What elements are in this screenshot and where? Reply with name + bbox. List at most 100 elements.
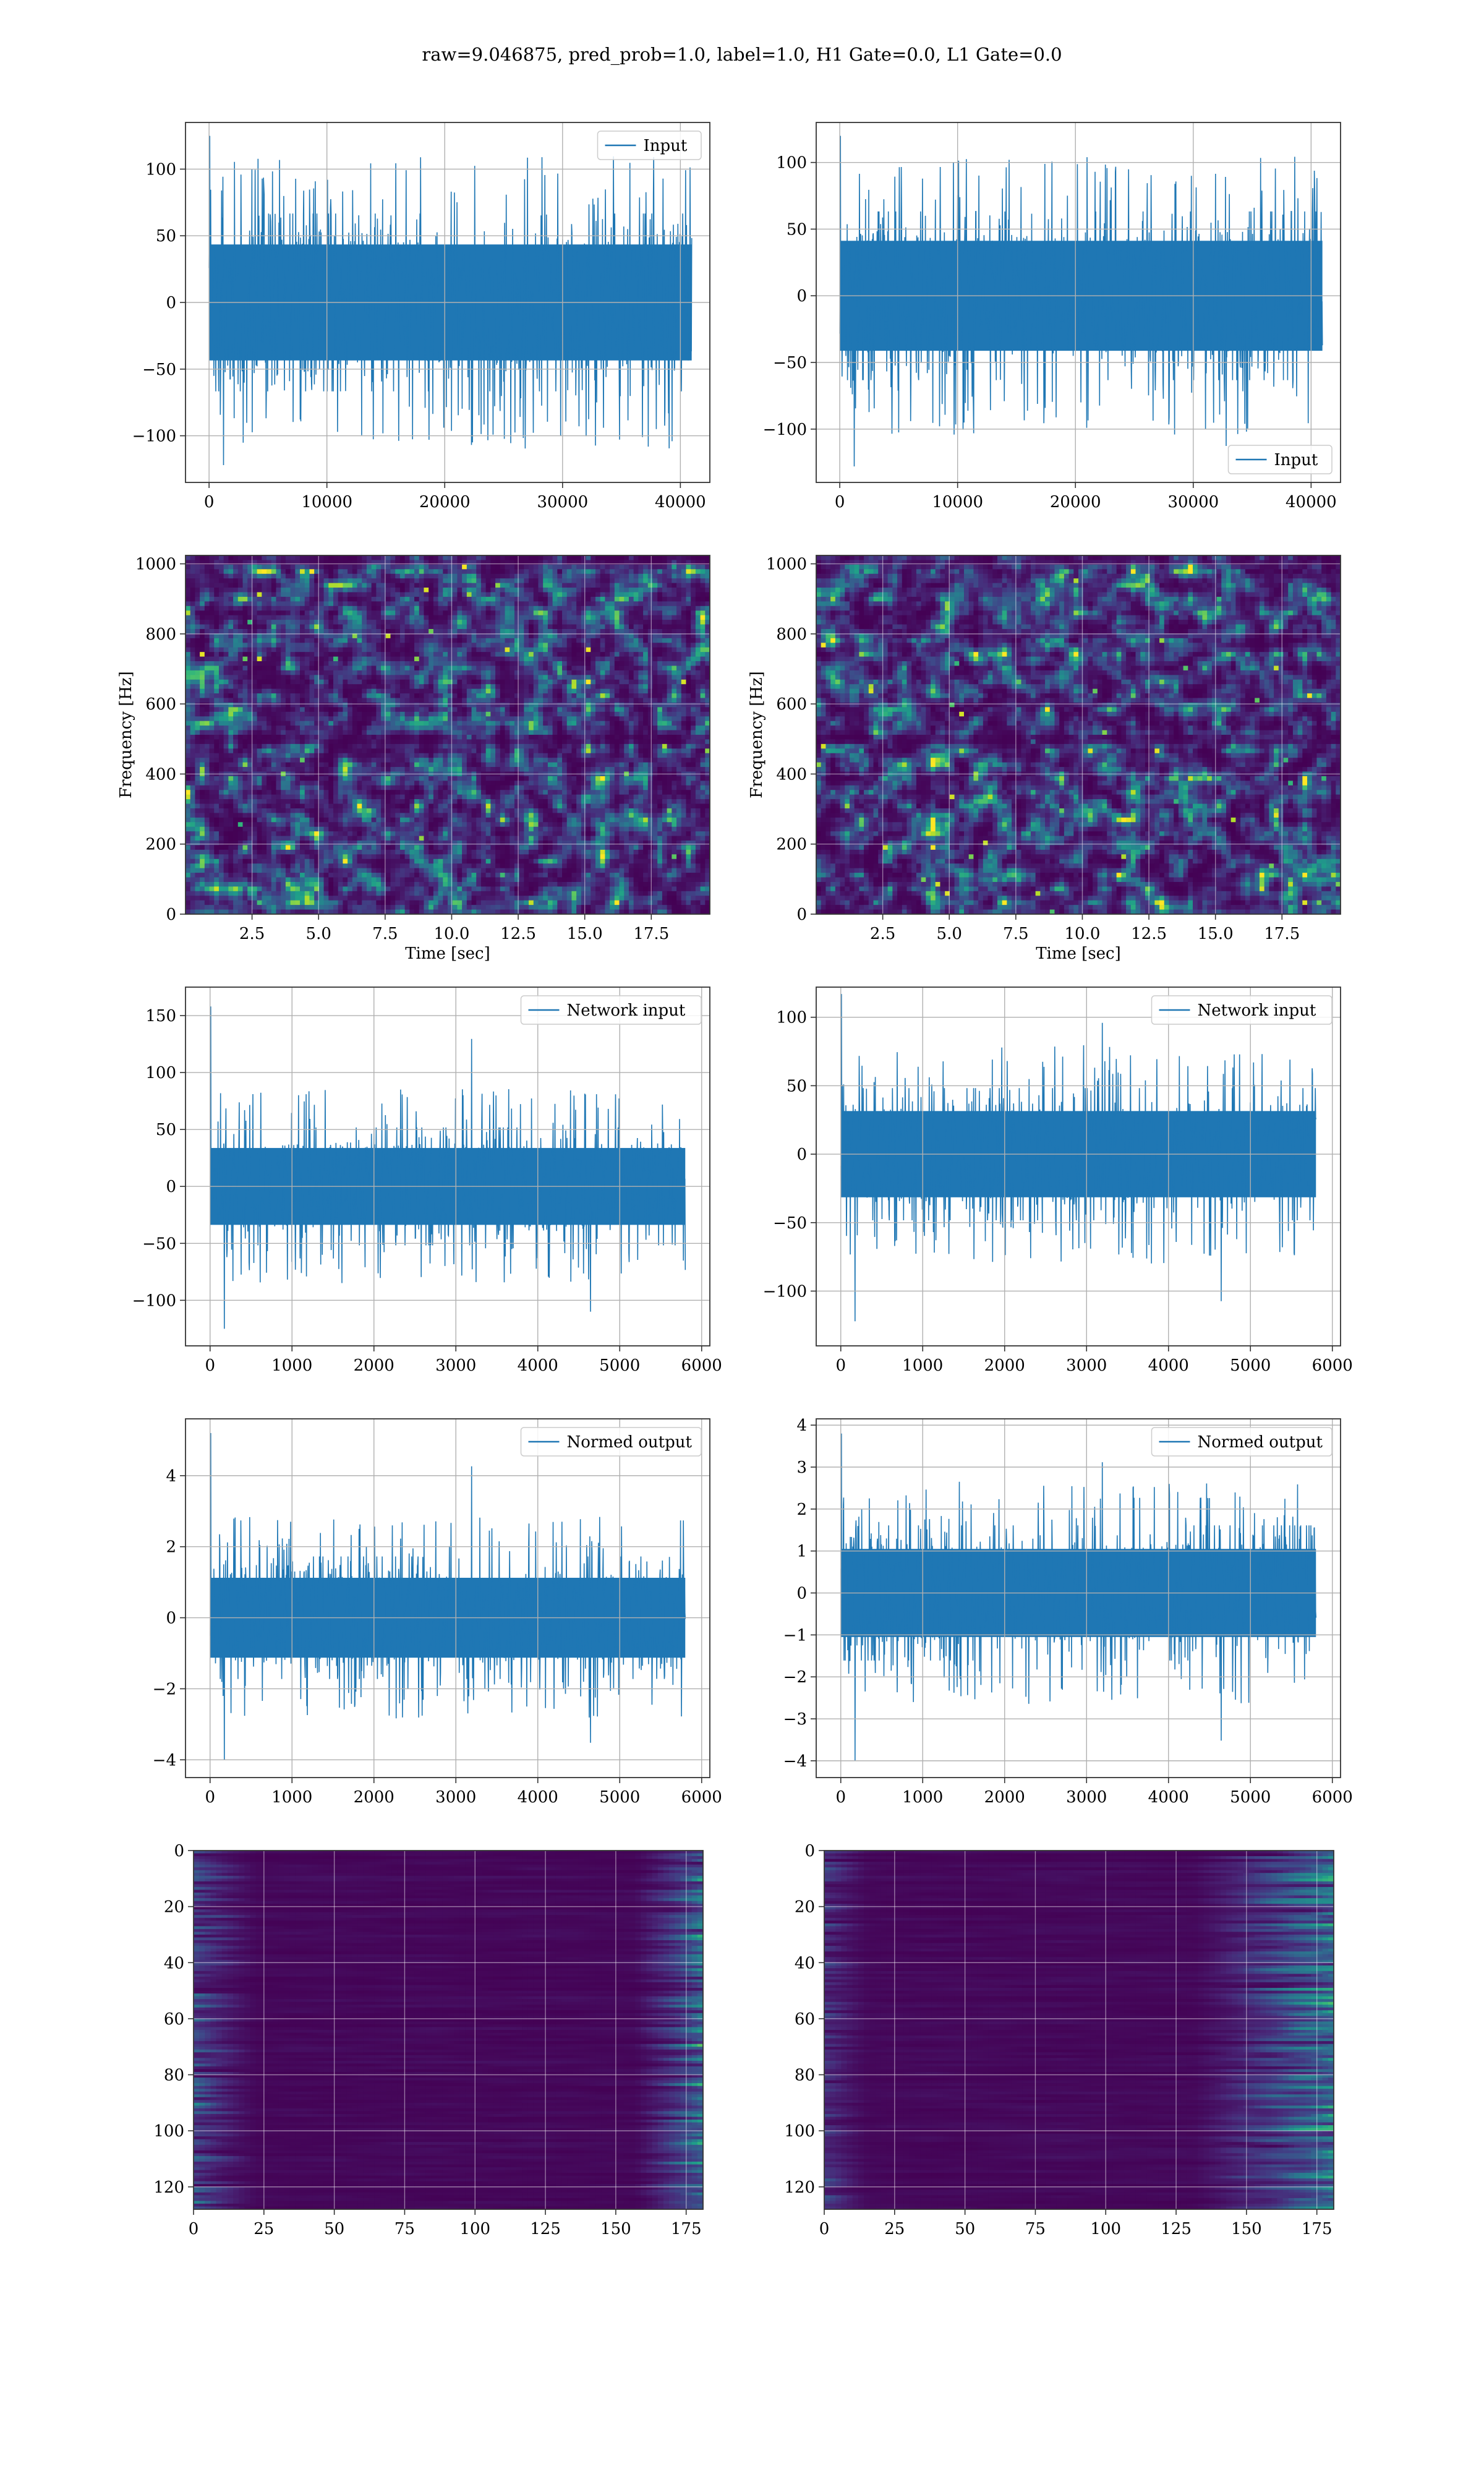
y-axis: −100 −50 0 50 100 150: [132, 1007, 186, 1310]
x-tick-label: 2.5: [239, 925, 265, 943]
plot-area: [816, 122, 1341, 482]
legend-box: [1151, 995, 1333, 1025]
x-tick-label: 12.5: [1131, 925, 1167, 943]
y-tick-label: 800: [776, 625, 807, 644]
legend: Input: [1227, 445, 1333, 474]
y-tick-label: 0: [166, 294, 176, 312]
y-axis-label: Frequency [Hz]: [748, 671, 766, 798]
y-tick-label: 80: [795, 2066, 815, 2085]
y-tick-label: 50: [156, 1121, 176, 1139]
legend-label: Normed output: [567, 1433, 693, 1452]
x-axis: 0 1000 2000 3000 4000 5000 6000: [835, 1778, 1353, 1807]
y-tick-label: 400: [776, 765, 807, 784]
x-tick-label: 7.5: [1003, 925, 1028, 943]
x-tick-label: 5.0: [937, 925, 962, 943]
x-tick-label: 10000: [932, 493, 983, 511]
x-tick-label: 4000: [518, 1356, 558, 1375]
y-tick-label: −4: [153, 1751, 176, 1770]
x-tick-label: 3000: [435, 1356, 476, 1375]
x-tick-label: 40000: [1286, 493, 1337, 511]
x-tick-label: 0: [205, 1788, 215, 1807]
legend-box: [1151, 1427, 1333, 1457]
y-axis: 0 20 40 60 80 100 120: [784, 1842, 824, 2197]
heatmap-cells: [816, 555, 1341, 914]
x-tick-label: 2000: [984, 1788, 1025, 1807]
subplot-feature-map-h1: 0 25 50 75 100 125 150 175 0 20 40 60 80 100 120: [153, 1842, 704, 2238]
axes-frame: [816, 987, 1341, 1346]
x-tick-label: 25: [884, 2220, 905, 2238]
x-tick-label: 10.0: [1065, 925, 1101, 943]
legend: Network input: [1151, 995, 1333, 1025]
axes-frame: [185, 1418, 710, 1778]
x-axis: 2.5 5.0 7.5 10.0 12.5 15.0 17.5: [870, 914, 1300, 943]
heatmap-cells: [824, 1851, 1334, 2209]
y-tick-label: −100: [763, 1282, 807, 1301]
plot-area: [816, 1419, 1341, 1778]
grid-lines: [194, 1851, 703, 2209]
y-tick-label: 40: [164, 1954, 184, 1972]
x-tick-label: 100: [459, 2220, 490, 2238]
y-tick-label: 60: [795, 2010, 815, 2029]
grid-lines: [186, 1419, 710, 1778]
legend-box: [1227, 445, 1333, 474]
x-tick-label: 175: [671, 2220, 702, 2238]
subplot-input-h1: 0 10000 20000 30000 40000 −100 −50 0 50 100 Input: [132, 122, 710, 511]
x-tick-label: 125: [1161, 2220, 1192, 2238]
legend: Network input: [520, 995, 702, 1025]
y-tick-label: 200: [776, 836, 807, 854]
x-tick-label: 50: [955, 2220, 975, 2238]
y-tick-label: 800: [145, 625, 176, 644]
x-tick-label: 6000: [681, 1788, 722, 1807]
y-tick-label: −2: [153, 1680, 176, 1698]
y-tick-label: 4: [796, 1416, 807, 1435]
legend: Normed output: [520, 1427, 702, 1457]
legend-label: Input: [1274, 451, 1318, 469]
x-tick-label: 50: [324, 2220, 344, 2238]
x-axis: 0 10000 20000 30000 40000: [204, 482, 706, 511]
x-tick-label: 6000: [681, 1356, 722, 1375]
x-tick-label: 150: [600, 2220, 631, 2238]
y-tick-label: −4: [783, 1752, 807, 1771]
axes-frame: [824, 1850, 1334, 2210]
x-tick-label: 15.0: [567, 925, 603, 943]
y-tick-label: −100: [132, 427, 176, 446]
y-tick-label: 120: [784, 2178, 815, 2197]
series-line-normed-output: [210, 1432, 686, 1760]
x-tick-label: 0: [835, 493, 845, 511]
x-tick-label: 17.5: [633, 925, 669, 943]
y-tick-label: 2: [796, 1500, 807, 1519]
grid-lines: [816, 555, 1341, 914]
y-tick-label: 0: [166, 1178, 176, 1196]
series-line-network-input: [840, 994, 1317, 1322]
subplot-spectrogram-h1: 2.5 5.0 7.5 10.0 12.5 15.0 17.5 0 200 400 600 800 10…: [117, 555, 710, 963]
y-axis: 0 200 400 600 800 1000: [766, 555, 816, 924]
subplot-input-l1: 0 10000 20000 30000 40000 −100 −50 0 50 100 Input: [763, 122, 1341, 511]
x-tick-label: 7.5: [372, 925, 398, 943]
grid-lines: [186, 987, 710, 1346]
x-tick-label: 17.5: [1264, 925, 1300, 943]
y-tick-label: 50: [787, 220, 807, 239]
y-tick-label: −2: [783, 1668, 807, 1687]
grid-lines: [186, 555, 710, 914]
y-tick-label: 100: [776, 154, 807, 173]
y-tick-label: 60: [164, 2010, 184, 2029]
y-tick-label: 40: [795, 1954, 815, 1972]
grid-lines: [186, 122, 710, 482]
figure-title: raw=9.046875, pred_prob=1.0, label=1.0, …: [422, 44, 1062, 66]
axes-frame: [816, 122, 1341, 483]
plot-area: [186, 122, 710, 482]
legend-label: Normed output: [1198, 1433, 1323, 1452]
x-tick-label: 1000: [271, 1356, 312, 1375]
y-tick-label: 50: [156, 227, 176, 246]
x-tick-label: 0: [819, 2220, 830, 2238]
x-tick-label: 0: [204, 493, 215, 511]
y-tick-label: 2: [166, 1538, 176, 1557]
x-tick-label: 4000: [1148, 1356, 1189, 1375]
x-tick-label: 10.0: [434, 925, 470, 943]
y-tick-label: 100: [153, 2122, 184, 2141]
y-axis: 0 200 400 600 800 1000: [135, 555, 186, 924]
x-axis: 0 1000 2000 3000 4000 5000 6000: [835, 1346, 1353, 1375]
grid-lines: [816, 122, 1341, 482]
x-tick-label: 20000: [419, 493, 471, 511]
